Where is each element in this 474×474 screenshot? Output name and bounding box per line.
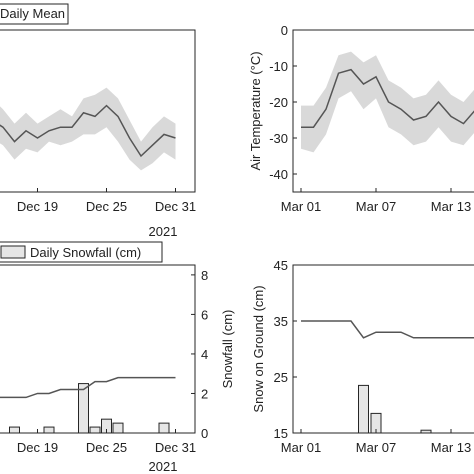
panel-top-right: Mar 01 Mar 07 Mar 13 0 -10 -20 -30 -40 Air Tem… [248, 23, 474, 214]
y-tick-label: 35 [274, 314, 288, 329]
y-tick-labels: 15 25 35 45 [274, 258, 297, 441]
legend-box [0, 241, 163, 263]
y-axis-label: Air Temperature (°C) [248, 51, 263, 170]
temperature-range-band [0, 87, 176, 171]
plot-frame [0, 29, 196, 193]
legend-daily-snowfall: Daily Snowfall (cm) [0, 241, 163, 263]
y-tick-label: -20 [269, 95, 288, 110]
snow-depth-line [301, 320, 474, 339]
panel-bottom-left: Dec 19 Dec 25 Dec 31 0 2 4 6 8 Daily Snowfall … [0, 241, 235, 474]
x-tick-label: Mar 13 [431, 199, 471, 214]
mean-temperature-line [0, 104, 176, 158]
x-tick-labels: Mar 01 Mar 07 Mar 13 [281, 188, 471, 214]
snowfall-bars [9, 383, 170, 434]
y-tick-label: -30 [269, 131, 288, 146]
y-tick-label: 4 [201, 347, 208, 362]
snowfall-bar [43, 426, 55, 434]
plot-frame [292, 29, 474, 193]
y-tick-label: 6 [201, 307, 208, 322]
x-tick-labels: Dec 19 Dec 25 Dec 31 [17, 429, 196, 455]
x-tick-label: Dec 31 [155, 199, 196, 214]
snowfall-bar [358, 384, 369, 434]
plot-frame [0, 264, 196, 434]
snowfall-bars [358, 384, 432, 434]
panel-top-left: Dec 19 Dec 25 Dec 31 Daily Mean 2021 [0, 3, 196, 239]
y-tick-label: -40 [269, 167, 288, 182]
plot-frame [292, 264, 474, 434]
snow-depth-line [0, 376, 176, 399]
legend-label: Daily Mean [0, 6, 65, 21]
panel-bottom-right: Mar 01 Mar 07 Mar 13 15 25 35 45 Snow on Grou… [251, 258, 474, 455]
snowfall-bar [89, 426, 101, 434]
y-axis-label: Snowfall (cm) [220, 310, 235, 389]
x-tick-label: Mar 07 [356, 199, 396, 214]
snowfall-bar [112, 422, 124, 434]
temperature-range-band [301, 51, 474, 153]
x-tick-label: Mar 01 [281, 199, 321, 214]
y-tick-label: 2 [201, 386, 208, 401]
x-tick-label: Dec 19 [17, 199, 58, 214]
y-tick-labels: 0 2 4 6 8 [191, 268, 208, 441]
x-tick-label: Mar 01 [281, 440, 321, 455]
x-tick-label: Mar 07 [356, 440, 396, 455]
legend-swatch [0, 245, 26, 259]
snowfall-bar [9, 426, 20, 434]
y-tick-label: 45 [274, 258, 288, 273]
y-tick-label: 8 [201, 268, 208, 283]
mean-temperature-line [301, 68, 474, 128]
x-tick-label: Dec 19 [17, 440, 58, 455]
y-tick-label: 25 [274, 370, 288, 385]
legend-box [0, 3, 69, 25]
y-tick-label: -10 [269, 59, 288, 74]
x-tick-label: Mar 13 [431, 440, 471, 455]
x-tick-labels: Dec 19 Dec 25 Dec 31 [17, 188, 196, 214]
x-tick-label: Dec 31 [155, 440, 196, 455]
year-label: 2021 [149, 459, 178, 474]
legend-label: Daily Snowfall (cm) [30, 245, 141, 260]
legend-daily-mean: Daily Mean [0, 3, 69, 25]
snowfall-bar [158, 422, 170, 434]
y-tick-labels: 0 -10 -20 -30 -40 [269, 23, 297, 182]
y-tick-label: 0 [281, 23, 288, 38]
snowfall-bar [78, 383, 89, 434]
y-tick-label: 15 [274, 426, 288, 441]
y-axis-label: Snow on Ground (cm) [251, 285, 266, 412]
x-tick-label: Dec 25 [86, 199, 127, 214]
x-tick-labels: Mar 01 Mar 07 Mar 13 [281, 429, 471, 455]
year-label: 2021 [149, 224, 178, 239]
y-tick-label: 0 [201, 426, 208, 441]
x-tick-label: Dec 25 [86, 440, 127, 455]
